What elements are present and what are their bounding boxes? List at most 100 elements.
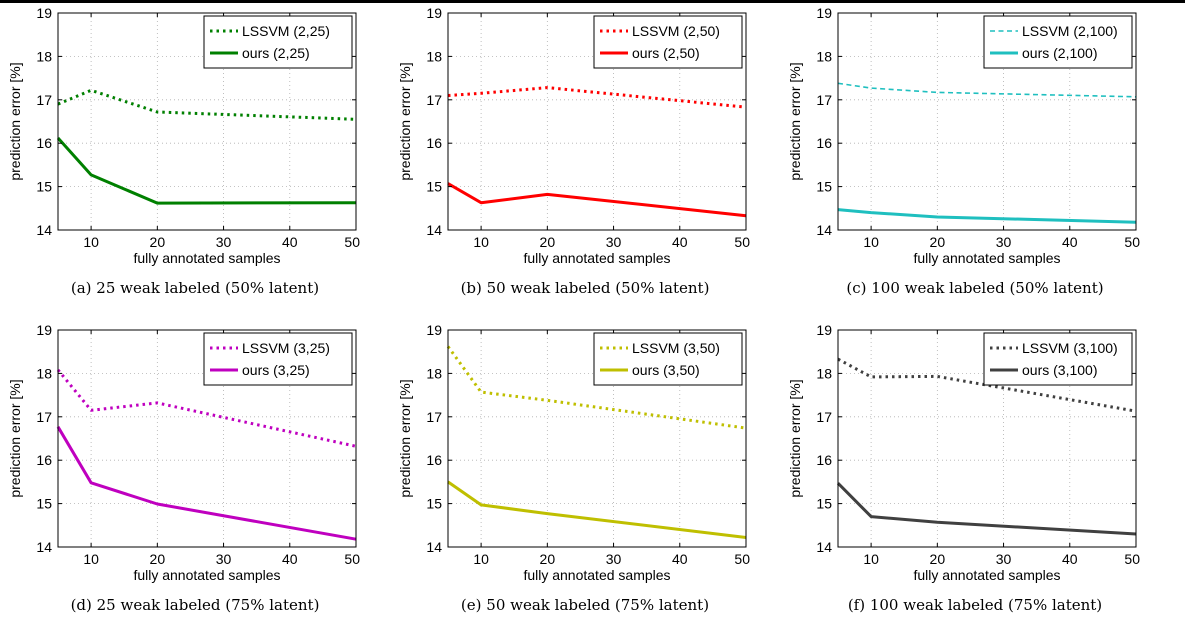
x-tick-label: 10 [863,551,879,567]
y-tick-label: 14 [426,539,442,555]
x-tick-label: 10 [473,551,489,567]
x-axis-label: fully annotated samples [133,567,280,583]
y-axis-label: prediction error [%] [7,379,23,497]
y-tick-label: 16 [816,452,832,468]
series-line-ours [447,480,747,539]
x-tick-label: 40 [672,551,688,567]
y-tick-label: 17 [426,92,442,108]
series-line-ours [837,208,1137,224]
x-tick-label: 20 [150,551,166,567]
y-axis-label: prediction error [%] [787,379,803,497]
x-tick-label: 30 [606,551,622,567]
y-tick-label: 16 [36,452,52,468]
y-tick-label: 19 [816,5,832,21]
legend-entry: ours (2,25) [242,45,310,61]
legend-entry: LSSVM (2,50) [632,23,720,39]
y-tick-label: 15 [36,496,52,512]
y-tick-label: 19 [426,322,442,338]
x-tick-label: 10 [83,234,99,250]
x-tick-label: 20 [930,551,946,567]
x-tick-label: 10 [473,234,489,250]
y-tick-label: 19 [36,5,52,21]
y-tick-label: 16 [36,135,52,151]
y-tick-label: 17 [816,92,832,108]
x-tick-label: 20 [930,234,946,250]
y-tick-label: 14 [816,222,832,238]
legend: LSSVM (3,25) ours (3,25) [203,332,353,386]
y-tick-label: 16 [426,135,442,151]
legend-entry: LSSVM (2,100) [1022,23,1118,39]
y-tick-label: 18 [426,48,442,64]
series-line-ours [447,182,747,218]
y-tick-label: 18 [36,48,52,64]
chart-panel-f: 10 20 30 40 50 14 15 16 17 18 19 fully annotated sa… [787,322,1140,614]
x-tick-label: 50 [344,551,360,567]
x-tick-label: 50 [344,234,360,250]
y-axis-label: prediction error [%] [787,62,803,180]
legend-entry: LSSVM (3,100) [1022,340,1118,356]
y-tick-label: 18 [36,365,52,381]
series-line-lssvm [57,88,357,121]
y-tick-label: 18 [816,48,832,64]
legend-box [593,15,743,69]
series-line-ours [836,482,1137,536]
y-tick-label: 19 [36,322,52,338]
x-tick-label: 50 [734,551,750,567]
x-tick-label: 20 [540,234,556,250]
legend-entry: ours (2,50) [632,45,700,61]
y-tick-label: 17 [36,409,52,425]
y-tick-label: 14 [426,222,442,238]
y-tick-label: 16 [426,452,442,468]
x-tick-label: 10 [83,551,99,567]
chart-panel-b: 10 20 30 40 50 14 15 16 17 18 19 fully annotated sa… [397,5,750,297]
y-tick-label: 15 [36,179,52,195]
legend-entry: LSSVM (3,50) [632,340,720,356]
series-line-lssvm [446,345,747,430]
x-axis-label: fully annotated samples [523,250,670,266]
x-tick-label: 50 [1124,234,1140,250]
axes-frame [837,329,1137,548]
axes-frame [837,12,1137,231]
legend-entry: LSSVM (2,25) [242,23,330,39]
y-tick-label: 19 [426,5,442,21]
x-axis-label: fully annotated samples [913,567,1060,583]
subfigure-caption: (d) 25 weak labeled (75% latent) [71,596,320,614]
axes-frame [447,329,747,548]
legend-entry: LSSVM (3,25) [242,340,330,356]
legend: LSSVM (3,100) ours (3,100) [983,332,1133,386]
x-tick-label: 30 [606,234,622,250]
subfigure-caption: (e) 50 weak labeled (75% latent) [461,596,709,614]
axes-frame [57,329,357,548]
series-line-lssvm [837,82,1137,98]
y-axis-label: prediction error [%] [397,379,413,497]
axes-frame [57,12,357,231]
subfigure-caption: (a) 25 weak labeled (50% latent) [71,279,319,297]
x-tick-label: 50 [734,234,750,250]
subfigure-caption: (b) 50 weak labeled (50% latent) [461,279,710,297]
legend-box [983,15,1133,69]
y-tick-label: 14 [36,222,52,238]
series-line-ours [56,426,357,541]
legend: LSSVM (3,50) ours (3,50) [593,332,743,386]
legend: LSSVM (2,100) ours (2,100) [983,15,1133,69]
y-tick-label: 19 [816,322,832,338]
y-tick-label: 17 [36,92,52,108]
x-tick-label: 30 [216,234,232,250]
y-tick-label: 15 [426,179,442,195]
y-tick-label: 15 [426,496,442,512]
y-tick-label: 18 [816,365,832,381]
x-tick-label: 20 [150,234,166,250]
legend: LSSVM (2,50) ours (2,50) [593,15,743,69]
x-tick-label: 40 [672,234,688,250]
series-line-lssvm [56,368,357,448]
series-line-ours [56,136,357,205]
x-tick-label: 30 [996,234,1012,250]
top-rule [0,0,1185,3]
x-tick-label: 10 [863,234,879,250]
x-tick-label: 40 [1062,551,1078,567]
x-tick-label: 20 [540,551,556,567]
x-tick-label: 40 [282,551,298,567]
legend-box [983,332,1133,386]
x-tick-label: 50 [1124,551,1140,567]
